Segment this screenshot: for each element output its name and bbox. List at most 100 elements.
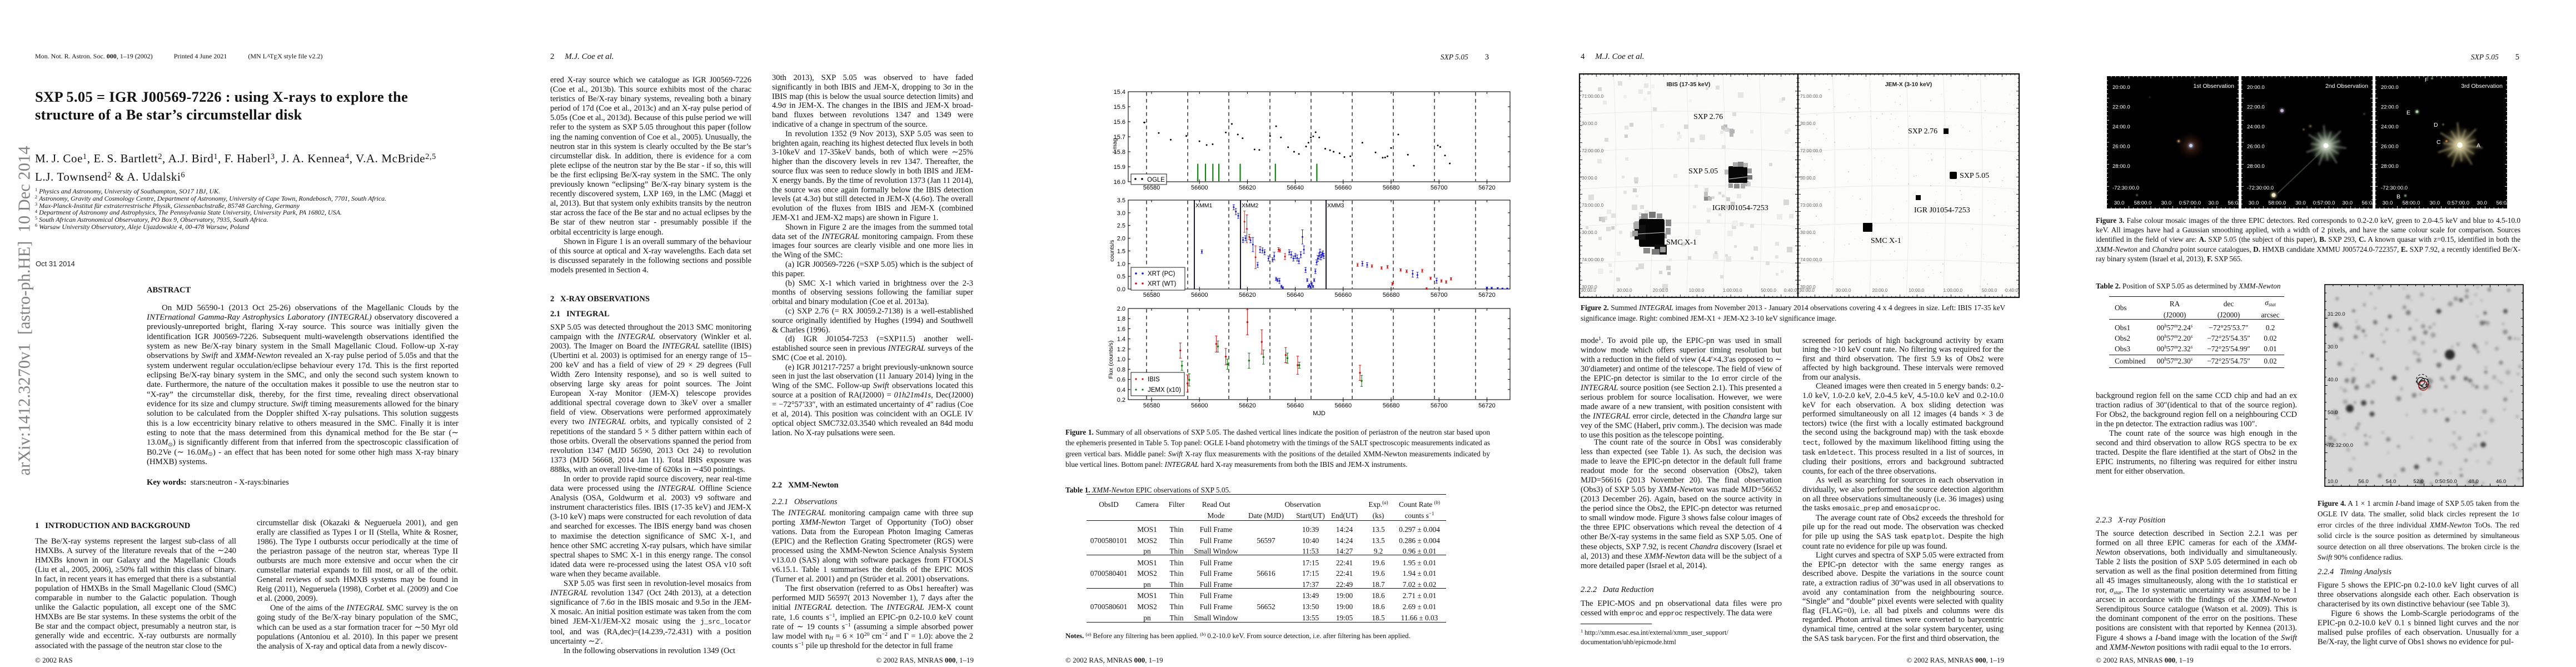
- svg-text:30:00.0: 30:00.0: [1799, 287, 1815, 293]
- svg-text:30:00.0: 30:00.0: [1582, 121, 1597, 126]
- svg-text:56660: 56660: [1335, 292, 1352, 298]
- svg-text:28:00.0: 28:00.0: [2247, 163, 2265, 170]
- svg-text:15.6: 15.6: [1114, 119, 1125, 126]
- svg-text:72:00:00.0: 72:00:00.0: [1582, 148, 1604, 153]
- svg-text:56640: 56640: [1287, 402, 1304, 409]
- svg-text:24:00.0: 24:00.0: [2247, 124, 2265, 130]
- svg-text:30.0: 30.0: [2114, 200, 2125, 206]
- svg-text:56580: 56580: [1143, 185, 1160, 191]
- svg-text:10.0: 10.0: [2328, 479, 2338, 485]
- svg-text:30:00.0: 30:00.0: [1800, 175, 1816, 181]
- svg-text:SMC X-1: SMC X-1: [1871, 237, 1901, 245]
- svg-text:2.0: 2.0: [1117, 306, 1125, 312]
- svg-text:0:57:00.0: 0:57:00.0: [2447, 200, 2469, 206]
- svg-text:30.0: 30.0: [2295, 200, 2306, 206]
- svg-text:74:00:00.0: 74:00:00.0: [1800, 257, 1822, 262]
- svg-text:30:00.0: 30:00.0: [1800, 230, 1816, 235]
- svg-text:0:40:0: 0:40:0: [2005, 287, 2018, 293]
- svg-text:48.0: 48.0: [2468, 479, 2479, 485]
- svg-text:C: C: [2437, 139, 2441, 146]
- svg-text:B: B: [2396, 193, 2400, 200]
- svg-text:22:00.0: 22:00.0: [2112, 104, 2130, 111]
- svg-text:XMM2: XMM2: [1242, 202, 1258, 209]
- svg-text:D: D: [2434, 122, 2438, 128]
- svg-text:E: E: [2406, 109, 2410, 116]
- svg-text:SMC X-1: SMC X-1: [1666, 238, 1697, 247]
- svg-text:1.4: 1.4: [1117, 336, 1125, 343]
- svg-text:IBIS (17-35 keV): IBIS (17-35 keV): [1667, 81, 1711, 88]
- svg-text:1.8: 1.8: [1117, 316, 1125, 322]
- svg-text:31:20.0: 31:20.0: [2328, 311, 2345, 317]
- svg-text:IBIS: IBIS: [1148, 376, 1160, 383]
- svg-text:OGLE: OGLE: [1147, 177, 1165, 183]
- svg-text:40.0: 40.0: [2328, 377, 2338, 383]
- svg-text:3.5: 3.5: [1117, 197, 1125, 204]
- svg-text:30.0: 30.0: [2343, 200, 2353, 206]
- svg-text:1.2: 1.2: [1117, 346, 1125, 353]
- svg-text:58:00.0: 58:00.0: [2134, 200, 2152, 206]
- svg-text:JEM-X (3-10 keV): JEM-X (3-10 keV): [1885, 81, 1932, 88]
- svg-text:58:00.0: 58:00.0: [2403, 200, 2420, 206]
- svg-text:A: A: [2477, 142, 2480, 149]
- svg-text:XRT (PC): XRT (PC): [1148, 271, 1175, 277]
- svg-text:20:00.0: 20:00.0: [2381, 84, 2399, 91]
- svg-text:50:00.0: 50:00.0: [1982, 287, 1997, 293]
- svg-text:0.5: 0.5: [1117, 273, 1125, 280]
- svg-text:XMM1: XMM1: [1195, 202, 1212, 209]
- svg-text:56:0: 56:0: [2362, 200, 2373, 206]
- svg-text:1:00:00.0: 1:00:00.0: [1723, 287, 1742, 293]
- svg-text:2.5: 2.5: [1117, 223, 1125, 230]
- svg-text:30.0: 30.0: [2328, 344, 2338, 350]
- svg-text:56:0: 56:0: [2228, 200, 2239, 206]
- svg-text:-72:30:00.0: -72:30:00.0: [2381, 185, 2408, 191]
- svg-text:56720: 56720: [1478, 402, 1496, 409]
- svg-text:0:50:50.0: 0:50:50.0: [2435, 479, 2457, 485]
- svg-text:0.0: 0.0: [1117, 286, 1125, 293]
- svg-text:2nd Observation: 2nd Observation: [2325, 83, 2368, 89]
- svg-text:56580: 56580: [1143, 402, 1160, 409]
- svg-text:1.6: 1.6: [1117, 326, 1125, 332]
- svg-text:30:00.0: 30:00.0: [1836, 287, 1851, 293]
- svg-text:1.0: 1.0: [1117, 356, 1125, 363]
- svg-text:56700: 56700: [1431, 185, 1448, 191]
- svg-text:56680: 56680: [1383, 292, 1400, 298]
- svg-text:0:57:00.0: 0:57:00.0: [2313, 200, 2335, 206]
- svg-text:56600: 56600: [1191, 402, 1208, 409]
- svg-text:22:00.0: 22:00.0: [2381, 104, 2399, 111]
- svg-text:30.0: 30.0: [2383, 200, 2393, 206]
- svg-text:58:00.0: 58:00.0: [2268, 200, 2286, 206]
- svg-text:I-mag: I-mag: [1112, 138, 1118, 153]
- svg-text:56600: 56600: [1191, 292, 1208, 298]
- svg-text:3rd Observation: 3rd Observation: [2461, 83, 2503, 89]
- svg-text:SXP 2.76: SXP 2.76: [1693, 113, 1723, 121]
- svg-text:15.7: 15.7: [1114, 134, 1125, 141]
- svg-text:56620: 56620: [1239, 292, 1256, 298]
- svg-text:56700: 56700: [1431, 402, 1448, 409]
- svg-text:30:00.0: 30:00.0: [1582, 175, 1597, 181]
- svg-text:50:00.0: 50:00.0: [1761, 287, 1776, 293]
- svg-text:56600: 56600: [1191, 185, 1208, 191]
- svg-text:56680: 56680: [1383, 402, 1400, 409]
- svg-text:SXP 5.05: SXP 5.05: [1960, 172, 1989, 180]
- svg-text:15.4: 15.4: [1114, 89, 1125, 96]
- svg-text:56620: 56620: [1239, 402, 1256, 409]
- svg-text:30:00.0: 30:00.0: [1581, 287, 1596, 293]
- svg-text:SXP 5.05: SXP 5.05: [1688, 167, 1718, 176]
- svg-text:26:00.0: 26:00.0: [2112, 144, 2130, 150]
- svg-text:1.5: 1.5: [1117, 248, 1125, 255]
- svg-text:20:00.0: 20:00.0: [2112, 84, 2130, 91]
- svg-text:IGR J01054-7253: IGR J01054-7253: [1914, 206, 1970, 215]
- svg-text:28:00.0: 28:00.0: [2112, 163, 2130, 170]
- svg-text:56720: 56720: [1478, 292, 1496, 298]
- svg-text:1.0: 1.0: [1117, 261, 1125, 267]
- svg-text:56660: 56660: [1335, 402, 1352, 409]
- svg-text:30:00.0: 30:00.0: [1582, 284, 1597, 290]
- svg-text:22:00.0: 22:00.0: [2247, 104, 2265, 111]
- svg-text:56640: 56640: [1287, 292, 1304, 298]
- svg-text:28:00.0: 28:00.0: [2381, 163, 2399, 170]
- svg-text:71:00:00.0: 71:00:00.0: [1582, 93, 1604, 99]
- svg-text:1:00:00.0: 1:00:00.0: [1944, 287, 1963, 293]
- svg-text:XMM3: XMM3: [1327, 202, 1344, 209]
- svg-text:52.0: 52.0: [2413, 479, 2424, 485]
- svg-text:56700: 56700: [1431, 292, 1448, 298]
